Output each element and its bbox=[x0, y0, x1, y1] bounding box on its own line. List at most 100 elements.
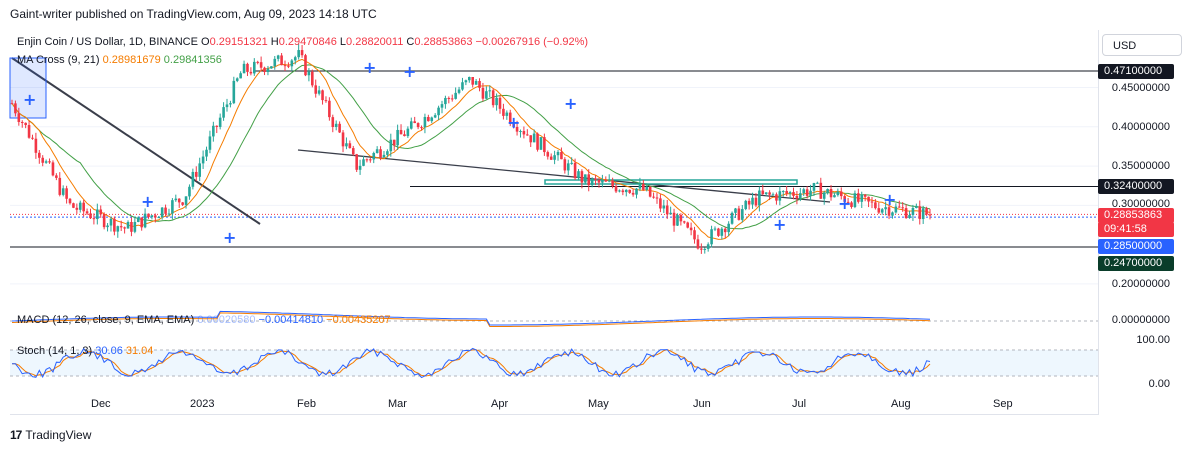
candle-body bbox=[85, 211, 89, 214]
candle-body bbox=[235, 78, 239, 81]
candle-body bbox=[194, 171, 198, 177]
price-label: 0.40000000 bbox=[1111, 121, 1170, 133]
candle-body bbox=[645, 186, 649, 190]
candle-body bbox=[433, 115, 437, 118]
candle-body bbox=[123, 227, 126, 229]
candle-body bbox=[444, 97, 447, 105]
candle-body bbox=[232, 80, 236, 104]
candle-body bbox=[566, 163, 570, 171]
candle-body bbox=[512, 123, 515, 127]
candle-body bbox=[884, 207, 887, 210]
stoch-legend[interactable]: Stoch (14, 1, 3) 30.06 31.04 bbox=[17, 345, 153, 357]
ma-cross-marker: + bbox=[883, 190, 896, 209]
candle-body bbox=[529, 135, 533, 143]
candle-body bbox=[341, 132, 345, 147]
candle-body bbox=[392, 139, 396, 146]
candle-body bbox=[744, 200, 748, 210]
stoch-label: Stoch (14, 1, 3) bbox=[17, 345, 93, 357]
candle-body bbox=[536, 133, 539, 150]
ma-slow-line bbox=[11, 64, 931, 230]
candle-body bbox=[519, 131, 522, 133]
candle-body bbox=[106, 225, 109, 228]
candle-body bbox=[177, 198, 181, 203]
candle-body bbox=[136, 217, 140, 222]
trendline-descending bbox=[11, 57, 261, 225]
candle-body bbox=[75, 207, 79, 210]
time-label: 2023 bbox=[190, 398, 215, 410]
close-label: C bbox=[406, 36, 415, 48]
candle-body bbox=[481, 87, 485, 99]
candle-body bbox=[270, 66, 273, 69]
candle-body bbox=[297, 50, 300, 58]
countdown-tag: 09:41:58 bbox=[1098, 222, 1174, 237]
candle-body bbox=[584, 174, 587, 183]
ma-cross-marker: + bbox=[223, 228, 236, 247]
candle-body bbox=[348, 143, 352, 149]
candle-body bbox=[450, 98, 454, 100]
candle-body bbox=[208, 136, 212, 150]
candle-body bbox=[229, 103, 232, 105]
candle-body bbox=[324, 100, 328, 102]
candle-body bbox=[556, 151, 560, 156]
high-label: H bbox=[270, 36, 279, 48]
candle-body bbox=[648, 186, 652, 197]
candle-body bbox=[662, 205, 666, 209]
candle-body bbox=[242, 63, 246, 74]
candle-body bbox=[41, 157, 45, 163]
candle-body bbox=[72, 203, 75, 208]
candle-body bbox=[877, 208, 881, 213]
candle-body bbox=[795, 195, 799, 199]
candle-body bbox=[413, 121, 416, 124]
candle-body bbox=[665, 205, 669, 215]
tv-logo-text: TradingView bbox=[25, 428, 92, 442]
stoch-bottom-label: 0.00 bbox=[1148, 378, 1170, 390]
candle-body bbox=[918, 206, 922, 220]
candle-body bbox=[215, 125, 219, 127]
tv-logo-icon: 17 bbox=[10, 428, 22, 442]
ma-legend[interactable]: MA Cross (9, 21) 0.28981679 0.29841356 bbox=[17, 54, 222, 66]
candle-body bbox=[710, 229, 713, 245]
candle-body bbox=[20, 121, 24, 123]
time-label: Apr bbox=[491, 398, 509, 410]
candle-body bbox=[61, 188, 65, 195]
candle-body bbox=[461, 82, 464, 90]
candle-body bbox=[143, 213, 147, 228]
candle-body bbox=[362, 159, 365, 166]
published-caption: Gaint-writer published on TradingView.co… bbox=[10, 7, 377, 21]
candle-body bbox=[676, 214, 679, 226]
candle-body bbox=[741, 209, 744, 220]
candle-body bbox=[82, 202, 85, 212]
candle-body bbox=[181, 202, 184, 205]
candle-body bbox=[488, 90, 492, 92]
candle-body bbox=[225, 104, 229, 108]
ma-slow-value: 0.29841356 bbox=[163, 54, 222, 66]
price-label: 0.30000000 bbox=[1111, 198, 1170, 210]
candle-body bbox=[908, 214, 911, 219]
candle-body bbox=[863, 194, 867, 197]
candle-body bbox=[816, 182, 819, 184]
level-tag-324: 0.32400000 bbox=[1098, 179, 1174, 194]
candle-body bbox=[68, 198, 72, 204]
stoch-top-label: 100.00 bbox=[1136, 334, 1170, 346]
candle-body bbox=[116, 226, 120, 232]
candle-body bbox=[44, 161, 48, 163]
candle-body bbox=[447, 97, 451, 99]
candle-body bbox=[730, 212, 734, 224]
candle-body bbox=[638, 183, 642, 189]
candle-body bbox=[839, 191, 843, 197]
candle-body bbox=[785, 191, 788, 194]
stoch-k-value: 30.06 bbox=[95, 345, 123, 357]
candle-body bbox=[580, 171, 584, 183]
candle-body bbox=[826, 189, 829, 193]
candle-body bbox=[614, 185, 618, 192]
candle-body bbox=[201, 156, 205, 164]
tradingview-logo[interactable]: 17 TradingView bbox=[10, 428, 91, 442]
macd-legend[interactable]: MACD (12, 26, close, 9, EMA, EMA) 0.0002… bbox=[17, 314, 391, 326]
candle-body bbox=[300, 50, 304, 56]
candle-body bbox=[287, 65, 290, 67]
currency-button[interactable]: USD bbox=[1102, 34, 1182, 56]
candle-body bbox=[375, 149, 379, 154]
candle-body bbox=[522, 131, 526, 135]
candle-body bbox=[894, 206, 898, 213]
